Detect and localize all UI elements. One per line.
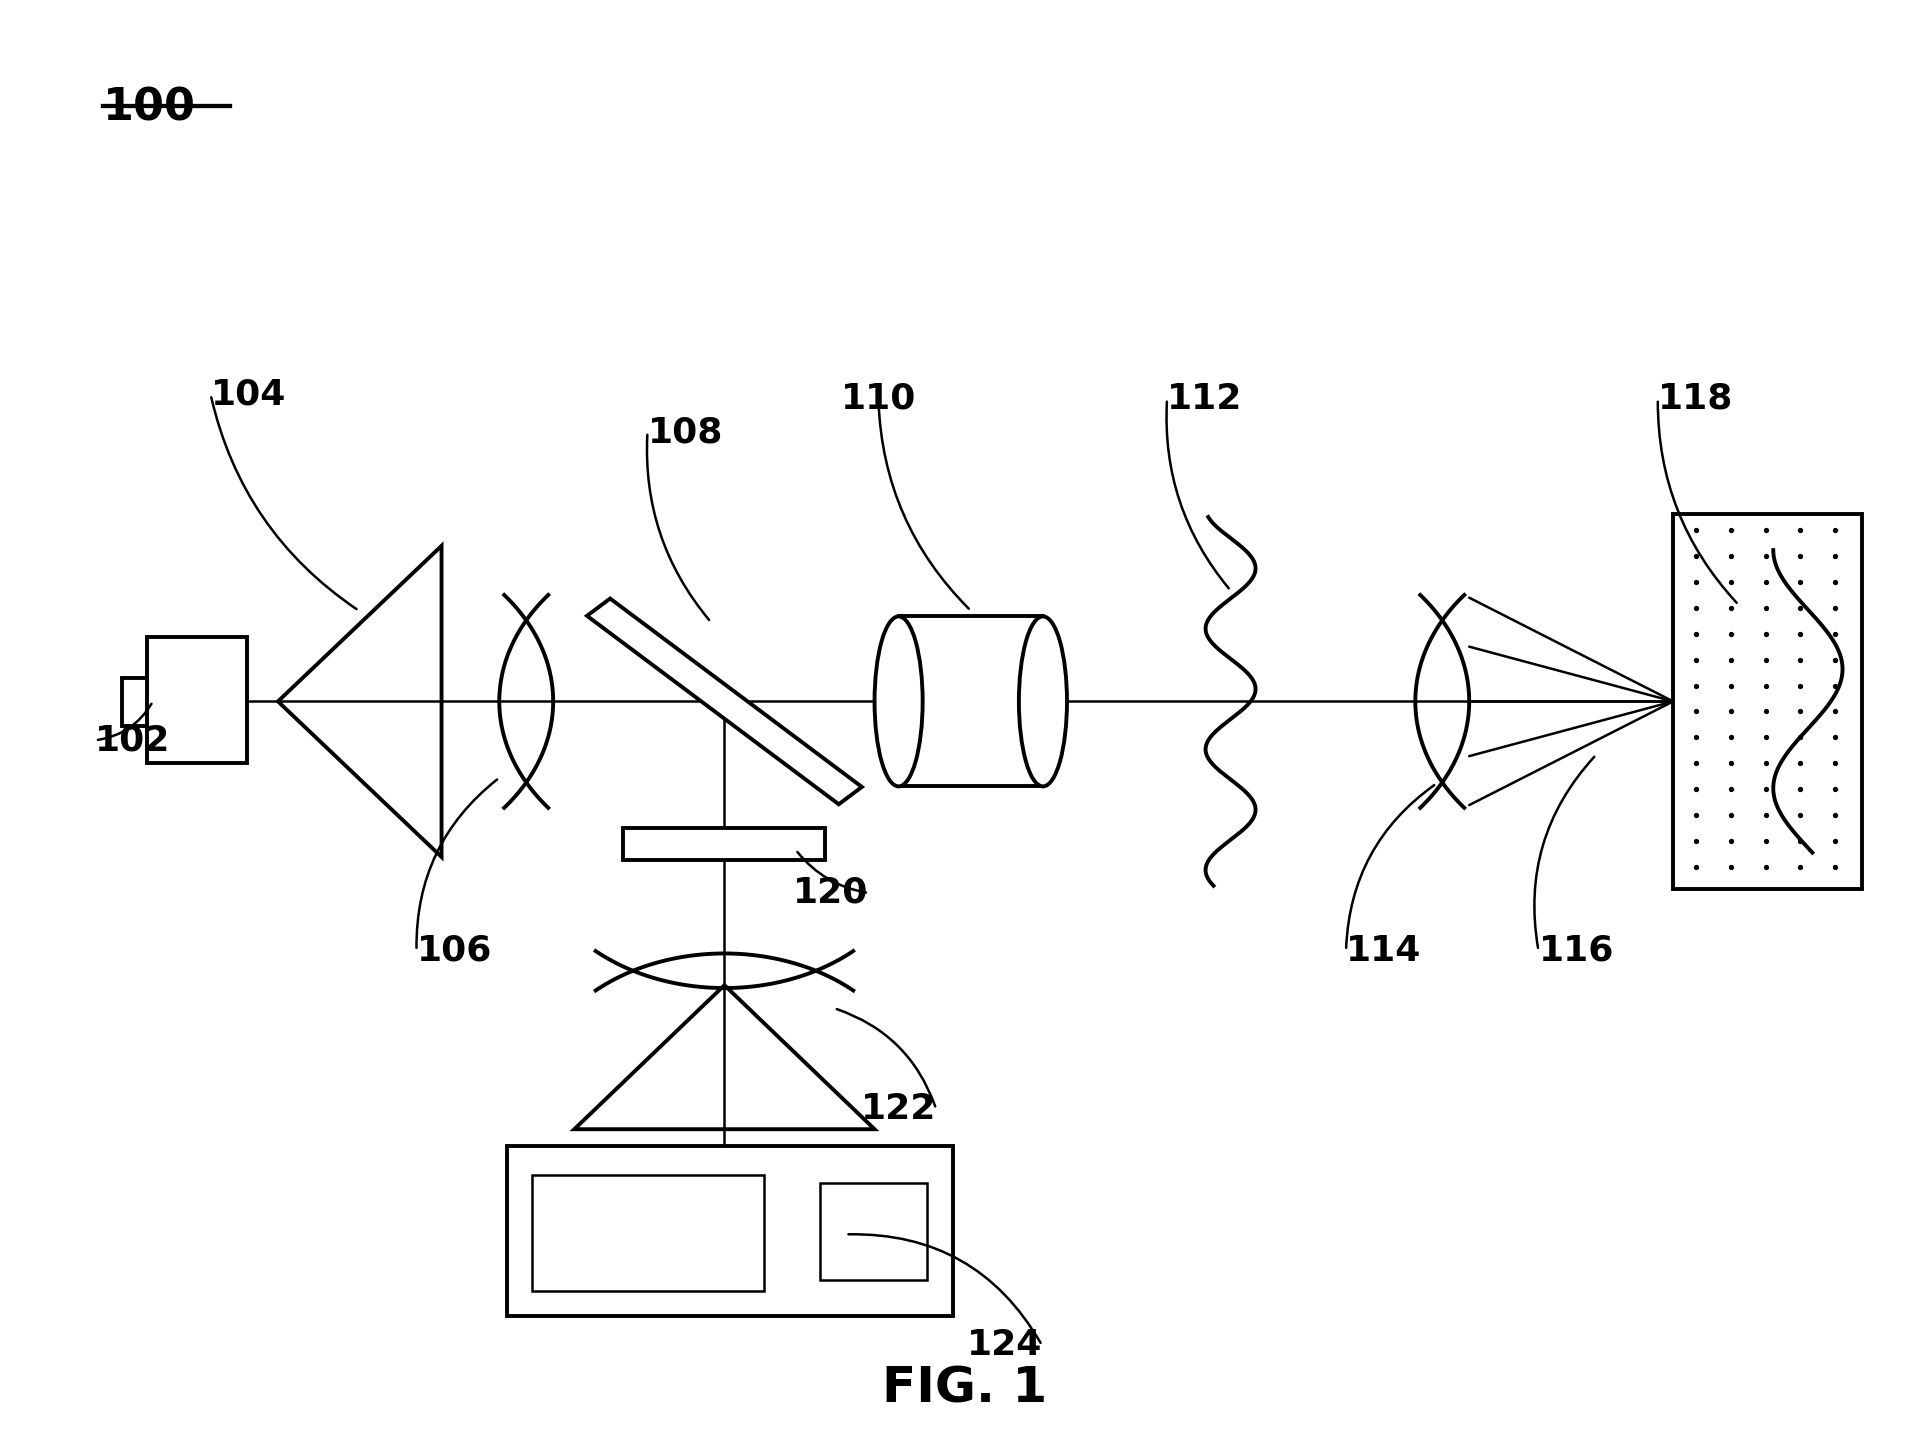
Text: 110: 110 <box>841 382 917 416</box>
Text: 112: 112 <box>1168 382 1243 416</box>
Text: 108: 108 <box>647 415 724 450</box>
Polygon shape <box>587 599 863 804</box>
Bar <box>899 616 1042 787</box>
Bar <box>508 1147 953 1316</box>
Text: 116: 116 <box>1538 934 1613 967</box>
Text: FIG. 1: FIG. 1 <box>882 1365 1048 1413</box>
Text: 100: 100 <box>102 87 195 129</box>
Ellipse shape <box>874 616 923 787</box>
Bar <box>147 636 247 763</box>
Text: 122: 122 <box>861 1092 936 1126</box>
Text: 102: 102 <box>95 723 170 758</box>
Text: 118: 118 <box>1658 382 1733 416</box>
Ellipse shape <box>1019 616 1067 787</box>
Text: 106: 106 <box>417 934 492 967</box>
Text: 114: 114 <box>1345 934 1420 967</box>
Text: 124: 124 <box>967 1329 1042 1362</box>
Text: 104: 104 <box>210 377 286 412</box>
Bar <box>623 829 826 860</box>
Bar <box>1673 515 1862 889</box>
Bar <box>122 678 147 726</box>
Bar <box>533 1176 764 1290</box>
Text: 120: 120 <box>793 876 868 910</box>
Bar <box>820 1183 926 1281</box>
